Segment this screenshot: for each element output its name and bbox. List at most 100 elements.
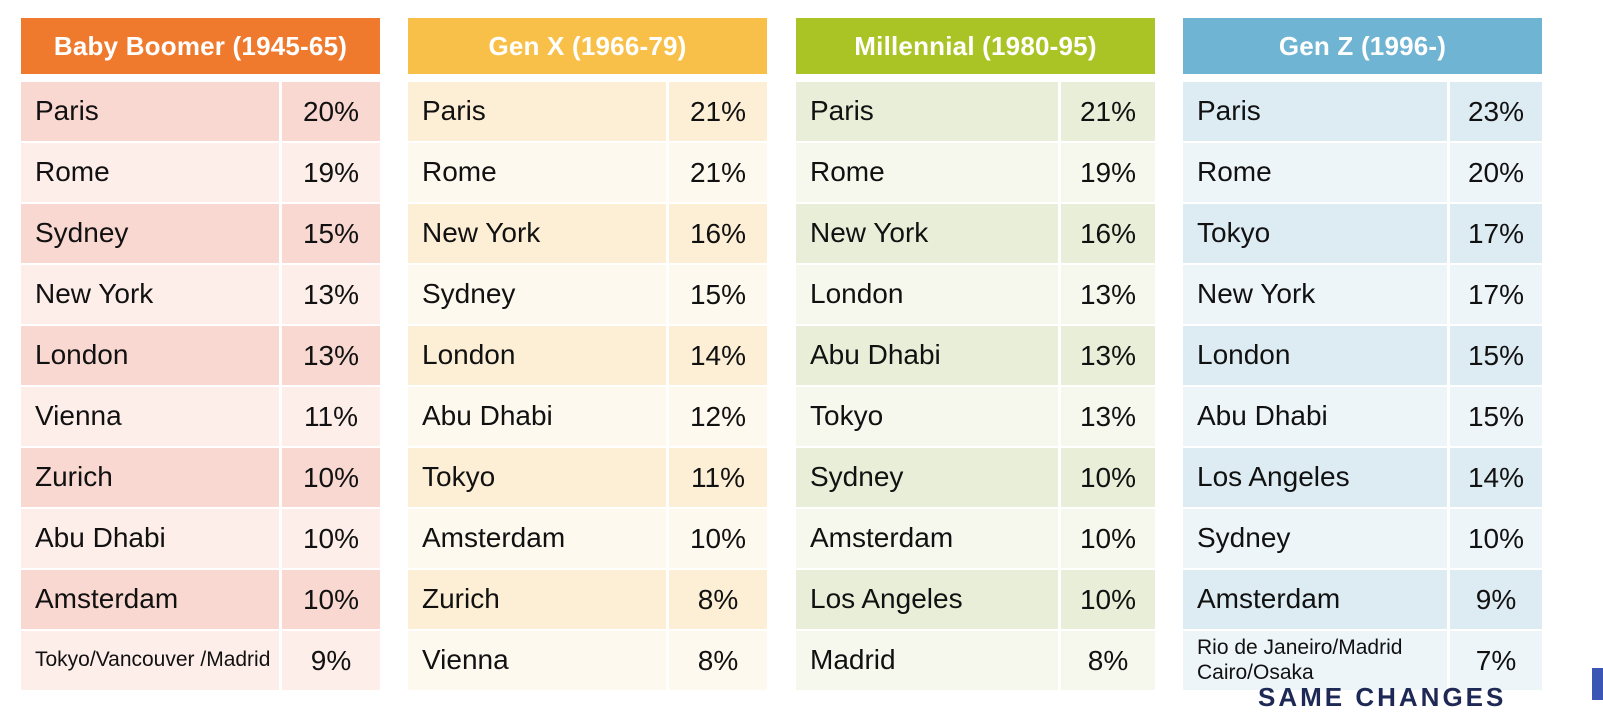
table-row: Rome 19% (796, 143, 1155, 202)
percent-cell: 20% (282, 82, 380, 141)
city-cell: London (796, 265, 1058, 324)
table-row: Amsterdam 10% (21, 570, 380, 629)
percent-cell: 10% (1450, 509, 1542, 568)
table-row: Tokyo/Vancouver /Madrid 9% (21, 631, 380, 690)
percent-cell: 9% (1450, 570, 1542, 629)
percent-cell: 23% (1450, 82, 1542, 141)
city-cell: Rome (796, 143, 1058, 202)
table-row: Vienna 11% (21, 387, 380, 446)
city-cell: Zurich (21, 448, 279, 507)
city-cell: Los Angeles (1183, 448, 1447, 507)
table-row: Sydney 15% (21, 204, 380, 263)
table-row: New York 17% (1183, 265, 1542, 324)
city-cell: Sydney (21, 204, 279, 263)
percent-cell: 15% (1450, 326, 1542, 385)
city-cell: Vienna (21, 387, 279, 446)
footer-partial-text: SAME CHANGES (1258, 682, 1507, 712)
header-title: Gen X (1966-79) (488, 30, 687, 61)
table-rows: Paris 20% Rome 19% Sydney 15% New York 13% Londo… (21, 82, 380, 690)
percent-cell: 14% (1450, 448, 1542, 507)
percent-cell: 13% (282, 326, 380, 385)
percent-cell: 13% (1061, 265, 1155, 324)
percent-cell: 11% (282, 387, 380, 446)
percent-cell: 13% (1061, 387, 1155, 446)
percent-cell: 21% (669, 82, 767, 141)
table-row: Abu Dhabi 12% (408, 387, 767, 446)
table-row: Zurich 10% (21, 448, 380, 507)
table-header: Millennial (1980-95) (796, 18, 1155, 74)
percent-cell: 21% (1061, 82, 1155, 141)
table-row: Madrid 8% (796, 631, 1155, 690)
table-row: Paris 20% (21, 82, 380, 141)
table-row: London 15% (1183, 326, 1542, 385)
city-cell: London (21, 326, 279, 385)
city-cell: London (1183, 326, 1447, 385)
table-row: Paris 23% (1183, 82, 1542, 141)
city-cell: Sydney (796, 448, 1058, 507)
table-row: Rome 19% (21, 143, 380, 202)
table-row: Tokyo 11% (408, 448, 767, 507)
city-cell: Paris (796, 82, 1058, 141)
city-cell: Tokyo/Vancouver /Madrid (21, 631, 279, 690)
table-row: New York 16% (796, 204, 1155, 263)
percent-cell: 13% (282, 265, 380, 324)
table-row: London 14% (408, 326, 767, 385)
header-title: Gen Z (1996-) (1278, 30, 1447, 61)
city-cell: Amsterdam (408, 509, 666, 568)
city-cell: Abu Dhabi (1183, 387, 1447, 446)
table-rows: Paris 23% Rome 20% Tokyo 17% New York 17% London… (1183, 82, 1542, 690)
percent-cell: 8% (669, 570, 767, 629)
table-row: New York 16% (408, 204, 767, 263)
table-gen-z: Gen Z (1996-) Paris 23% Rome 20% Tokyo 17% New… (1183, 18, 1542, 692)
table-row: London 13% (21, 326, 380, 385)
table-gen-x: Gen X (1966-79) Paris 21% Rome 21% New York 1… (408, 18, 767, 692)
table-row: Rome 20% (1183, 143, 1542, 202)
city-cell: Abu Dhabi (21, 509, 279, 568)
city-cell: Amsterdam (21, 570, 279, 629)
percent-cell: 17% (1450, 204, 1542, 263)
table-row: New York 13% (21, 265, 380, 324)
percent-cell: 21% (669, 143, 767, 202)
percent-cell: 10% (282, 448, 380, 507)
table-rows: Paris 21% Rome 19% New York 16% London 13% Abu D… (796, 82, 1155, 690)
percent-cell: 10% (282, 509, 380, 568)
percent-cell: 16% (669, 204, 767, 263)
table-row: Sydney 10% (1183, 509, 1542, 568)
city-cell: Tokyo (408, 448, 666, 507)
percent-cell: 10% (669, 509, 767, 568)
percent-cell: 7% (1450, 631, 1542, 690)
percent-cell: 17% (1450, 265, 1542, 324)
percent-cell: 10% (1061, 448, 1155, 507)
table-row: London 13% (796, 265, 1155, 324)
city-cell: Paris (408, 82, 666, 141)
table-row: Abu Dhabi 15% (1183, 387, 1542, 446)
percent-cell: 8% (669, 631, 767, 690)
table-row: Los Angeles 14% (1183, 448, 1542, 507)
city-cell: New York (796, 204, 1058, 263)
city-cell: Zurich (408, 570, 666, 629)
table-row: Sydney 10% (796, 448, 1155, 507)
table-header: Baby Boomer (1945-65) (21, 18, 380, 74)
city-cell: Abu Dhabi (408, 387, 666, 446)
table-row: Abu Dhabi 13% (796, 326, 1155, 385)
city-cell: Rome (21, 143, 279, 202)
percent-cell: 20% (1450, 143, 1542, 202)
city-cell: Rome (408, 143, 666, 202)
percent-cell: 8% (1061, 631, 1155, 690)
table-row: Amsterdam 9% (1183, 570, 1542, 629)
table-row: Tokyo 13% (796, 387, 1155, 446)
table-rows: Paris 21% Rome 21% New York 16% Sydney 15% Londo… (408, 82, 767, 690)
city-cell: Paris (1183, 82, 1447, 141)
table-row: Zurich 8% (408, 570, 767, 629)
city-cell: Paris (21, 82, 279, 141)
table-millennial: Millennial (1980-95) Paris 21% Rome 19% New … (796, 18, 1155, 692)
percent-cell: 16% (1061, 204, 1155, 263)
city-cell: London (408, 326, 666, 385)
city-cell: Rome (1183, 143, 1447, 202)
table-row: Rome 21% (408, 143, 767, 202)
percent-cell: 10% (282, 570, 380, 629)
city-cell: Abu Dhabi (796, 326, 1058, 385)
table-row: Sydney 15% (408, 265, 767, 324)
city-cell: Los Angeles (796, 570, 1058, 629)
table-header: Gen Z (1996-) (1183, 18, 1542, 74)
